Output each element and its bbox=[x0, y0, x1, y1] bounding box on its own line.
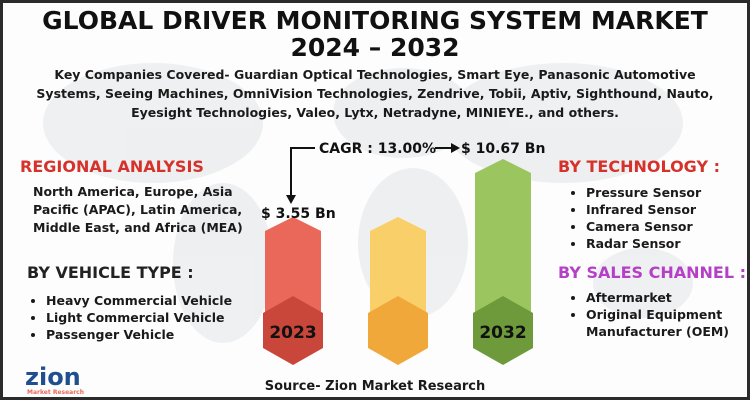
sales-heading: BY SALES CHANNEL : bbox=[558, 263, 746, 282]
title: 2024 – 2032 bbox=[290, 33, 460, 62]
title: GLOBAL DRIVER MONITORING SYSTEM MARKET bbox=[42, 6, 708, 35]
list-item: Camera Sensor bbox=[586, 218, 701, 235]
list-item: Passenger Vehicle bbox=[46, 326, 232, 343]
bar-top bbox=[265, 217, 321, 231]
sales-list: AftermarketOriginal Equipment Manufactur… bbox=[568, 289, 747, 340]
companies: Key Companies Covered- Guardian Optical … bbox=[36, 67, 714, 120]
start-value: $ 3.55 Bn bbox=[261, 206, 336, 222]
list-item: Radar Sensor bbox=[586, 235, 701, 252]
bar-top bbox=[475, 159, 531, 173]
regional-heading: REGIONAL ANALYSIS bbox=[20, 157, 204, 176]
list-item: Original Equipment Manufacturer (OEM) bbox=[586, 306, 747, 340]
end-value: $ 10.67 Bn bbox=[461, 141, 545, 157]
vehicle-heading: BY VEHICLE TYPE : bbox=[27, 263, 194, 282]
graphic: CAGR : 13.00% $ 10.67 Bn $ 3.55 Bn 2023 … bbox=[25, 63, 693, 396]
list-item: Pressure Sensor bbox=[586, 184, 701, 201]
list-item: Light Commercial Vehicle bbox=[46, 309, 232, 326]
logo: zion bbox=[25, 363, 81, 391]
cagr: CAGR : 13.00% bbox=[319, 141, 436, 157]
list-item: Infrared Sensor bbox=[586, 201, 701, 218]
source: Source- Zion Market Research bbox=[264, 379, 486, 394]
list-item: Heavy Commercial Vehicle bbox=[46, 292, 232, 309]
list-item: Aftermarket bbox=[586, 289, 747, 306]
regional-text: North America, Europe, Asia Pacific (APA… bbox=[33, 184, 243, 235]
bar-top bbox=[370, 217, 426, 231]
vehicle-list: Heavy Commercial VehicleLight Commercial… bbox=[28, 292, 232, 343]
start-year: 2023 bbox=[269, 323, 316, 343]
hexagon bbox=[473, 296, 533, 365]
technology-list: Pressure SensorInfrared SensorCamera Sen… bbox=[568, 184, 701, 252]
end-year: 2032 bbox=[479, 323, 526, 343]
logo-sub: Market Research bbox=[27, 389, 84, 396]
arrowhead bbox=[451, 143, 460, 153]
technology-heading: BY TECHNOLOGY : bbox=[558, 157, 721, 176]
arrowhead bbox=[286, 195, 296, 204]
hexagon bbox=[263, 296, 323, 365]
arrow bbox=[290, 147, 315, 199]
hexagon bbox=[368, 296, 428, 365]
